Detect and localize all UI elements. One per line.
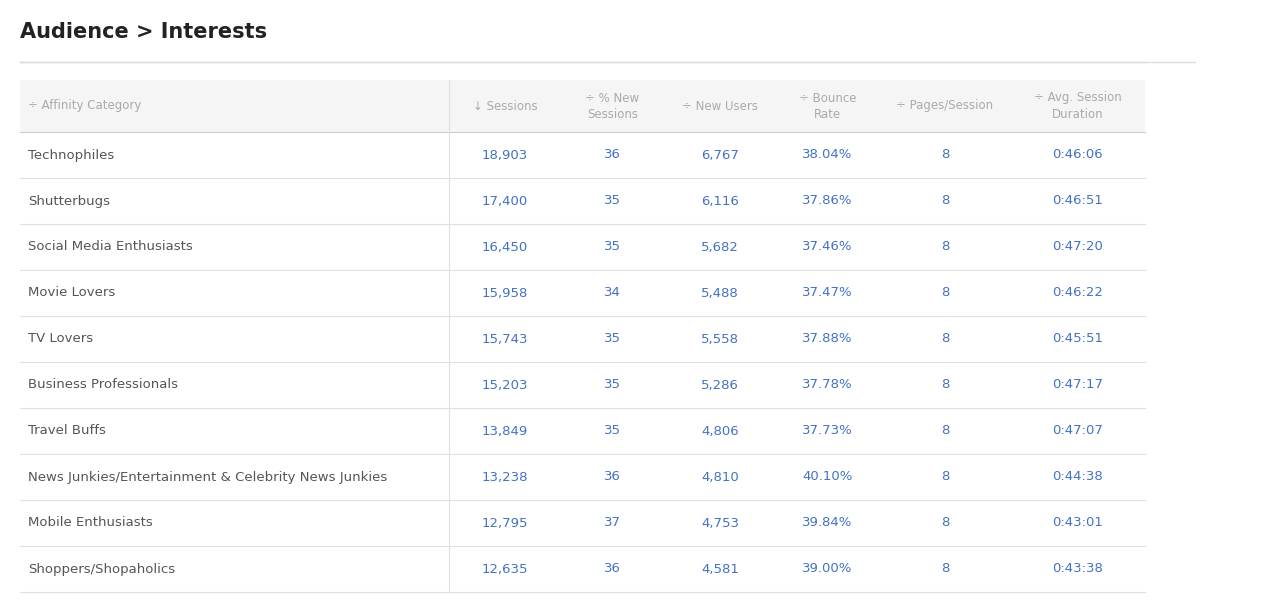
Text: 8: 8 (941, 148, 950, 162)
Text: Movie Lovers: Movie Lovers (28, 287, 115, 300)
Text: 4,806: 4,806 (701, 424, 739, 437)
Text: 8: 8 (941, 194, 950, 207)
Text: ÷ Pages/Session: ÷ Pages/Session (896, 100, 993, 113)
Text: 5,682: 5,682 (701, 240, 739, 253)
Text: 17,400: 17,400 (481, 194, 529, 207)
Text: 0:47:17: 0:47:17 (1052, 378, 1103, 392)
Text: 37.46%: 37.46% (803, 240, 852, 253)
Text: News Junkies/Entertainment & Celebrity News Junkies: News Junkies/Entertainment & Celebrity N… (28, 470, 388, 483)
Text: 0:47:07: 0:47:07 (1052, 424, 1103, 437)
Text: 4,581: 4,581 (701, 563, 739, 576)
Text: 0:44:38: 0:44:38 (1052, 470, 1103, 483)
Text: Travel Buffs: Travel Buffs (28, 424, 106, 437)
Text: 4,810: 4,810 (701, 470, 739, 483)
Text: 13,849: 13,849 (481, 424, 529, 437)
Text: 0:46:22: 0:46:22 (1052, 287, 1103, 300)
Text: ÷ % New
Sessions: ÷ % New Sessions (585, 92, 640, 121)
Text: 35: 35 (604, 194, 621, 207)
Text: 0:43:38: 0:43:38 (1052, 563, 1103, 576)
Text: Mobile Enthusiasts: Mobile Enthusiasts (28, 517, 152, 530)
Text: 37.86%: 37.86% (803, 194, 852, 207)
Text: 8: 8 (941, 424, 950, 437)
Text: 0:46:06: 0:46:06 (1052, 148, 1103, 162)
Text: 8: 8 (941, 378, 950, 392)
Text: Audience > Interests: Audience > Interests (20, 22, 268, 42)
Text: 8: 8 (941, 333, 950, 346)
Text: 18,903: 18,903 (481, 148, 529, 162)
Text: 13,238: 13,238 (481, 470, 529, 483)
Text: 37.73%: 37.73% (803, 424, 852, 437)
Text: 39.00%: 39.00% (803, 563, 852, 576)
Text: 37: 37 (604, 517, 621, 530)
Text: 8: 8 (941, 517, 950, 530)
Text: 35: 35 (604, 424, 621, 437)
Bar (20, 80, 1146, 132)
Text: 15,203: 15,203 (481, 378, 529, 392)
Text: Technophiles: Technophiles (28, 148, 114, 162)
Text: ↓ Sessions: ↓ Sessions (472, 100, 538, 113)
Text: 37.78%: 37.78% (803, 378, 852, 392)
Text: 37.47%: 37.47% (803, 287, 852, 300)
Text: 15,958: 15,958 (481, 287, 529, 300)
Text: 36: 36 (604, 563, 621, 576)
Text: 37.88%: 37.88% (803, 333, 852, 346)
Text: ÷ Bounce
Rate: ÷ Bounce Rate (799, 92, 856, 121)
Text: Business Professionals: Business Professionals (28, 378, 178, 392)
Text: 35: 35 (604, 333, 621, 346)
Text: 8: 8 (941, 470, 950, 483)
Text: TV Lovers: TV Lovers (28, 333, 93, 346)
Text: 40.10%: 40.10% (803, 470, 852, 483)
Text: 5,558: 5,558 (701, 333, 739, 346)
Text: Shutterbugs: Shutterbugs (28, 194, 110, 207)
Text: 12,795: 12,795 (481, 517, 529, 530)
Text: 15,743: 15,743 (481, 333, 529, 346)
Text: 0:47:20: 0:47:20 (1052, 240, 1103, 253)
Text: ÷ Avg. Session
Duration: ÷ Avg. Session Duration (1034, 92, 1121, 121)
Text: 8: 8 (941, 563, 950, 576)
Text: 38.04%: 38.04% (803, 148, 852, 162)
Text: 6,767: 6,767 (701, 148, 739, 162)
Text: 4,753: 4,753 (701, 517, 739, 530)
Text: 0:46:51: 0:46:51 (1052, 194, 1103, 207)
Text: 36: 36 (604, 470, 621, 483)
Text: 12,635: 12,635 (481, 563, 529, 576)
Text: ÷ Affinity Category: ÷ Affinity Category (28, 100, 141, 113)
Text: 0:43:01: 0:43:01 (1052, 517, 1103, 530)
Text: Social Media Enthusiasts: Social Media Enthusiasts (28, 240, 193, 253)
Text: 5,286: 5,286 (701, 378, 739, 392)
Text: 16,450: 16,450 (481, 240, 529, 253)
Text: 5,488: 5,488 (701, 287, 739, 300)
Text: 8: 8 (941, 240, 950, 253)
Text: 34: 34 (604, 287, 621, 300)
Text: 36: 36 (604, 148, 621, 162)
Text: 8: 8 (941, 287, 950, 300)
Text: 6,116: 6,116 (701, 194, 739, 207)
Text: 39.84%: 39.84% (803, 517, 852, 530)
Text: Shoppers/Shopaholics: Shoppers/Shopaholics (28, 563, 175, 576)
Text: 35: 35 (604, 378, 621, 392)
Text: ÷ New Users: ÷ New Users (682, 100, 758, 113)
Text: 0:45:51: 0:45:51 (1052, 333, 1103, 346)
Text: 35: 35 (604, 240, 621, 253)
